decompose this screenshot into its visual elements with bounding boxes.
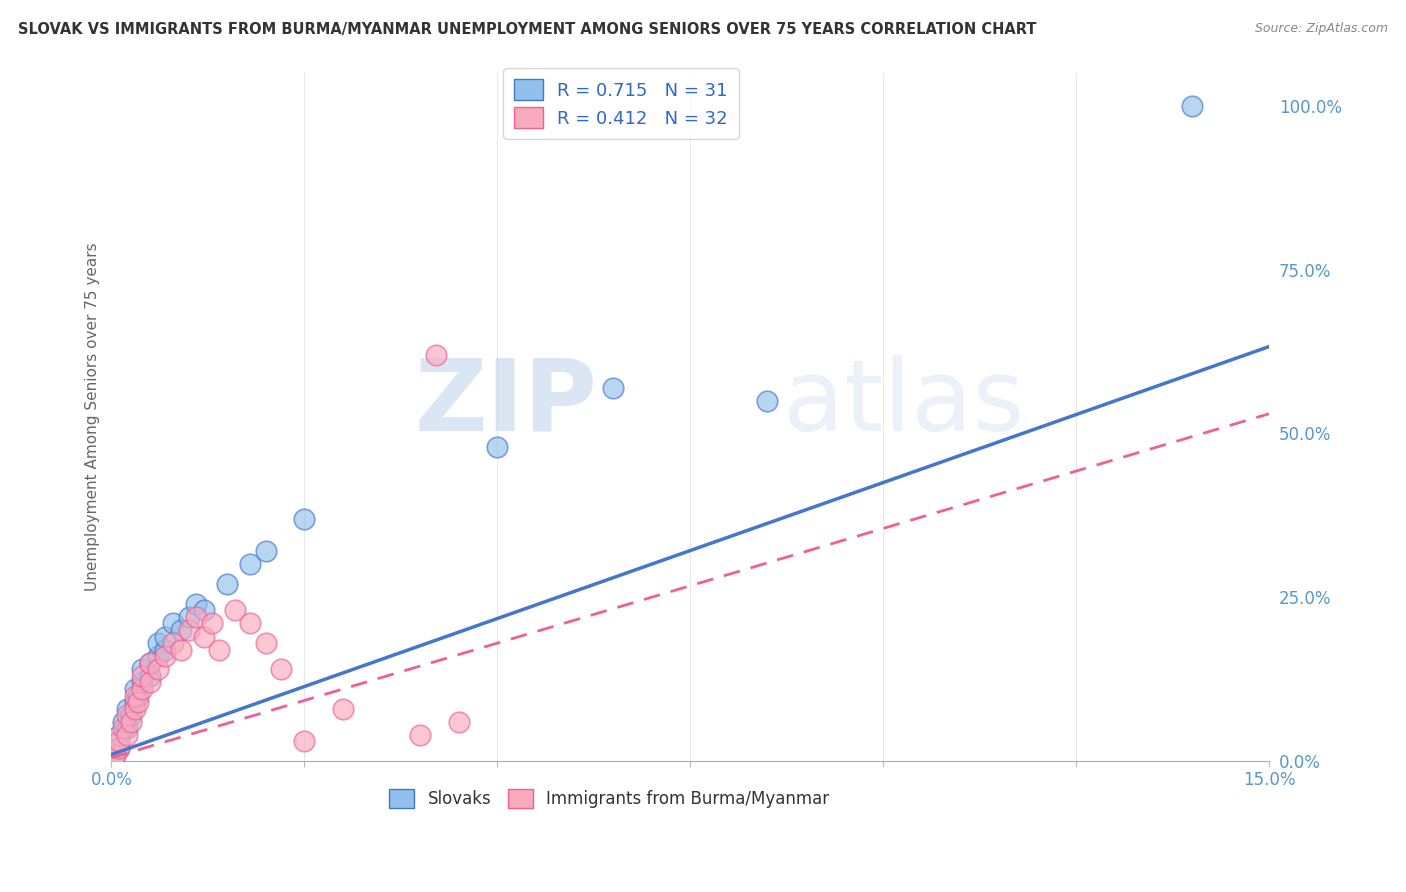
Point <box>186 597 208 611</box>
Point <box>155 642 177 657</box>
Point <box>124 695 146 709</box>
Point <box>127 695 149 709</box>
Point <box>120 708 142 723</box>
Point <box>162 636 184 650</box>
Point <box>756 393 779 408</box>
Text: atlas: atlas <box>783 355 1025 451</box>
Point <box>108 741 131 756</box>
Point <box>239 616 262 631</box>
Point <box>115 721 138 735</box>
Point <box>201 616 224 631</box>
Point <box>292 511 315 525</box>
Text: Source: ZipAtlas.com: Source: ZipAtlas.com <box>1254 22 1388 36</box>
Point <box>146 662 169 676</box>
Point <box>270 662 292 676</box>
Point <box>115 701 138 715</box>
Point <box>486 440 509 454</box>
Point <box>139 656 162 670</box>
Point <box>409 728 432 742</box>
Point <box>155 649 177 664</box>
Point <box>162 616 184 631</box>
Point <box>104 747 127 762</box>
Point <box>193 603 215 617</box>
Point <box>602 380 624 394</box>
Point <box>208 642 231 657</box>
Point <box>155 630 177 644</box>
Point <box>131 662 153 676</box>
Point <box>124 681 146 696</box>
Point <box>127 689 149 703</box>
Point <box>177 623 200 637</box>
Point <box>217 577 239 591</box>
Point <box>146 636 169 650</box>
Point <box>111 721 134 735</box>
Point <box>115 728 138 742</box>
Point <box>177 610 200 624</box>
Point <box>239 558 262 572</box>
Point <box>108 741 131 756</box>
Point <box>104 747 127 762</box>
Text: ZIP: ZIP <box>415 355 598 451</box>
Point <box>131 675 153 690</box>
Point <box>425 348 447 362</box>
Point <box>254 636 277 650</box>
Point <box>139 669 162 683</box>
Point <box>1181 99 1204 113</box>
Point <box>120 714 142 729</box>
Point <box>254 544 277 558</box>
Point <box>111 714 134 729</box>
Point <box>193 630 215 644</box>
Point <box>131 669 153 683</box>
Text: SLOVAK VS IMMIGRANTS FROM BURMA/MYANMAR UNEMPLOYMENT AMONG SENIORS OVER 75 YEARS: SLOVAK VS IMMIGRANTS FROM BURMA/MYANMAR … <box>18 22 1036 37</box>
Point <box>224 603 246 617</box>
Point <box>447 714 470 729</box>
Legend: Slovaks, Immigrants from Burma/Myanmar: Slovaks, Immigrants from Burma/Myanmar <box>382 782 837 814</box>
Point <box>292 734 315 748</box>
Point <box>131 681 153 696</box>
Point <box>170 623 193 637</box>
Point <box>146 649 169 664</box>
Point <box>124 689 146 703</box>
Point <box>186 610 208 624</box>
Point <box>124 701 146 715</box>
Point <box>108 734 131 748</box>
Point <box>115 708 138 723</box>
Point <box>139 675 162 690</box>
Point <box>170 642 193 657</box>
Point <box>108 728 131 742</box>
Point <box>139 656 162 670</box>
Y-axis label: Unemployment Among Seniors over 75 years: Unemployment Among Seniors over 75 years <box>86 243 100 591</box>
Point <box>332 701 354 715</box>
